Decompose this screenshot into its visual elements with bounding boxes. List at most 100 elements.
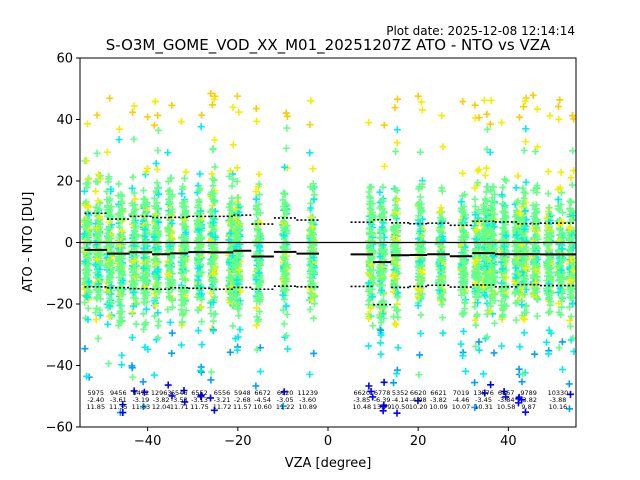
scatter-point [255, 170, 263, 178]
scatter-point [117, 265, 125, 273]
scatter-point [96, 286, 104, 294]
scatter-point [459, 352, 467, 360]
plot-date: Plot date: 2025-12-08 12:14:14 [386, 24, 575, 38]
scatter-point [233, 276, 241, 284]
scatter-point [151, 302, 159, 310]
scatter-point [115, 256, 123, 264]
scatter-point [282, 144, 290, 152]
scatter-point [155, 190, 163, 198]
scatter-point [310, 349, 318, 357]
bin-std-label: 10.31 [474, 403, 493, 411]
bin-std-label: 11.35 [109, 403, 128, 411]
scatter-point [416, 193, 424, 201]
scatter-point [92, 187, 100, 195]
scatter-point [118, 351, 126, 359]
bin-std-label: 10.09 [429, 403, 448, 411]
scatter-point [178, 234, 186, 242]
scatter-point [415, 371, 423, 379]
scatter-point [253, 346, 261, 354]
scatter-point [196, 263, 204, 271]
scatter-point [439, 143, 447, 151]
scatter-point [106, 302, 114, 310]
scatter-point [140, 187, 148, 195]
scatter-point [209, 327, 217, 335]
bin-std-label: 11.72 [213, 403, 232, 411]
scatter-point [498, 119, 506, 127]
scatter-point [168, 208, 176, 216]
scatter-point [368, 293, 376, 301]
scatter-point [196, 367, 204, 375]
scatter-point [235, 300, 243, 308]
bin-std-label: 11.57 [233, 403, 252, 411]
scatter-point [95, 213, 103, 221]
scatter-point [233, 164, 241, 172]
scatter-point [154, 111, 162, 119]
scatter-point [141, 232, 149, 240]
scatter-point [83, 183, 91, 191]
scatter-point [81, 298, 89, 306]
scatter-point [418, 98, 426, 106]
scatter-point [144, 221, 152, 229]
scatter-point [437, 204, 445, 212]
scatter-point [256, 368, 264, 376]
scatter-point [228, 182, 236, 190]
scatter-point [235, 266, 243, 274]
scatter-point [283, 226, 291, 234]
scatter-point [209, 270, 217, 278]
scatter-point [144, 164, 152, 172]
scatter-point [307, 97, 315, 105]
scatter-point [169, 303, 177, 311]
scatter-point [418, 106, 426, 114]
scatter-point [512, 184, 520, 192]
scatter-point [501, 175, 509, 183]
scatter-point [96, 220, 104, 228]
scatter-point [367, 387, 375, 395]
scatter-point [143, 200, 151, 208]
scatter-point [196, 170, 204, 178]
scatter-point [210, 310, 218, 318]
scatter-point [255, 200, 263, 208]
scatter-point [512, 316, 520, 324]
scatter-point [393, 370, 401, 378]
scatter-point [164, 227, 172, 235]
scatter-point [211, 136, 219, 144]
scatter-point [253, 205, 261, 213]
scatter-point [118, 317, 126, 325]
scatter-point [128, 364, 136, 372]
scatter-point [93, 111, 101, 119]
scatter-point [181, 398, 189, 406]
scatter-point [132, 206, 140, 214]
scatter-point [236, 297, 244, 305]
scatter-point [93, 255, 101, 263]
scatter-point [129, 302, 137, 310]
scatter-point [119, 409, 127, 417]
scatter-point [115, 136, 123, 144]
scatter-point [518, 378, 526, 386]
scatter-point [209, 182, 217, 190]
scatter-point [182, 168, 190, 176]
scatter-point [556, 96, 564, 104]
scatter-point [85, 266, 93, 274]
scatter-point [130, 135, 138, 143]
scatter-point [198, 268, 206, 276]
scatter-point [130, 189, 138, 197]
scatter-point [118, 361, 126, 369]
scatter-point [118, 192, 126, 200]
scatter-point [280, 388, 288, 396]
scatter-point [473, 312, 481, 320]
scatter-point [118, 269, 126, 277]
scatter-point [481, 171, 489, 179]
scatter-point [543, 338, 551, 346]
scatter-point [164, 306, 172, 314]
scatter-point [210, 256, 218, 264]
scatter-point [235, 312, 243, 320]
scatter-point [232, 214, 240, 222]
scatter-point [207, 266, 215, 274]
scatter-point [391, 104, 399, 112]
scatter-point [280, 320, 288, 328]
scatter-point [84, 120, 92, 128]
scatter-point [165, 271, 173, 279]
scatter-point [306, 370, 314, 378]
scatter-point [364, 287, 372, 295]
scatter-point [515, 365, 523, 373]
